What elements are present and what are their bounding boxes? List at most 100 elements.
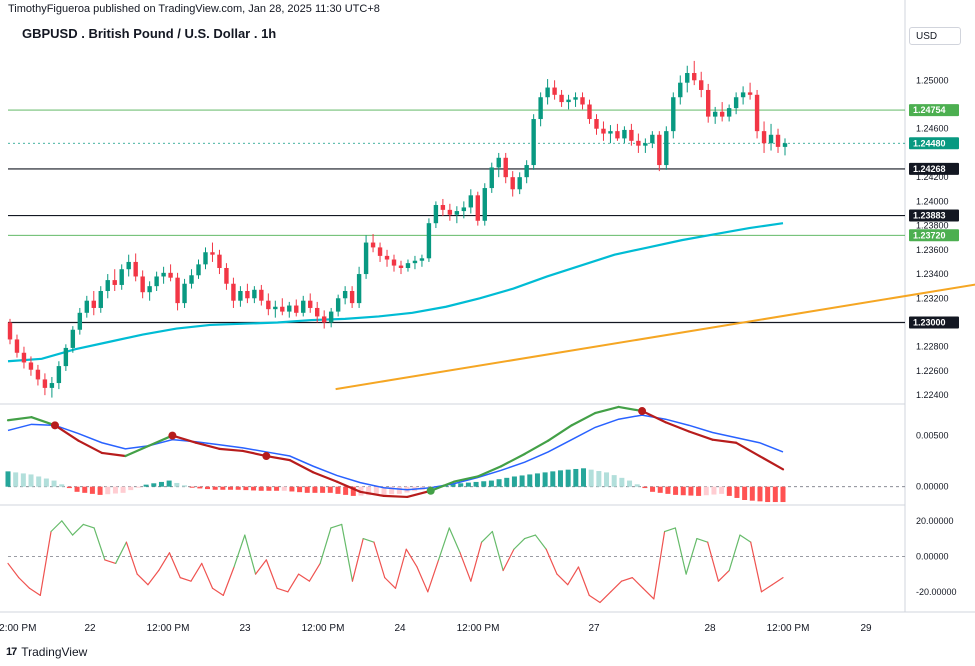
- macd-cross-dot: [638, 407, 647, 416]
- time-tick-label: 12:00 PM: [147, 623, 190, 634]
- macd-line: [147, 434, 174, 447]
- oscillator-line: [287, 573, 300, 593]
- brand-name: TradingView: [21, 645, 88, 659]
- macd-histogram-bar: [327, 486, 333, 493]
- price-tick-label: 1.22800: [916, 342, 949, 352]
- oscillator-line: [470, 541, 483, 582]
- oscillator-line: [276, 587, 289, 593]
- macd-histogram-bar: [665, 486, 671, 494]
- candle-body: [531, 119, 536, 166]
- macd-signal-line: [7, 414, 784, 491]
- candle-body: [740, 92, 746, 98]
- oscillator-line: [663, 527, 676, 533]
- candle-body: [273, 306, 278, 310]
- time-tick-label: 28: [704, 623, 716, 634]
- macd-line: [429, 480, 456, 492]
- candle-body: [433, 205, 439, 224]
- candle-body: [161, 272, 166, 277]
- macd-histogram-bar: [511, 476, 517, 487]
- macd-histogram-bar: [366, 486, 372, 496]
- level-price-badge: [909, 162, 959, 175]
- candle-body: [154, 276, 159, 287]
- macd-histogram-bar: [304, 486, 310, 493]
- macd-histogram-bar: [765, 486, 771, 503]
- time-tick-label: 22: [84, 623, 96, 634]
- macd-histogram-bar: [281, 486, 287, 491]
- macd-histogram-bar: [320, 486, 326, 493]
- price-tick-label: 1.24000: [916, 196, 949, 206]
- oscillator-line: [125, 541, 138, 575]
- oscillator-line: [39, 530, 52, 596]
- oscillator-line: [82, 523, 95, 529]
- oscillator-line: [653, 530, 666, 600]
- candle-body: [308, 300, 313, 308]
- macd-histogram-bar: [105, 486, 111, 495]
- oscillator-line: [265, 559, 278, 589]
- candle-body: [35, 369, 41, 380]
- oscillator-line: [351, 538, 364, 582]
- oscillator-line: [298, 573, 310, 582]
- oscillator-line: [201, 562, 214, 589]
- candle-body: [77, 312, 83, 330]
- time-tick-label: 12:00 PM: [0, 623, 36, 634]
- oscillator-line: [93, 527, 106, 561]
- macd-histogram-bar: [66, 486, 72, 489]
- candle-body: [538, 97, 543, 120]
- macd-line: [523, 439, 550, 456]
- macd-histogram-bar: [711, 486, 717, 495]
- level-price-badge: [909, 209, 959, 222]
- macd-histogram-bar: [680, 486, 686, 496]
- candle-body: [49, 383, 55, 388]
- oscillator-line: [341, 523, 354, 582]
- oscillator-line: [631, 577, 644, 589]
- macd-line: [758, 454, 785, 471]
- macd-line: [288, 459, 315, 474]
- oscillator-line: [674, 527, 687, 575]
- oscillator-line: [567, 566, 580, 586]
- oscillator-line: [620, 577, 633, 582]
- macd-histogram-bar: [557, 470, 563, 487]
- level-price-badge: [909, 104, 959, 117]
- macd-cross-dot: [168, 431, 177, 440]
- macd-line: [711, 438, 738, 444]
- oscillator-line: [394, 548, 407, 589]
- oscillator-line: [491, 530, 504, 572]
- oscillator-line: [211, 587, 224, 596]
- oscillator-tick-label: 0.00000: [916, 551, 949, 561]
- macd-histogram-bar: [573, 468, 579, 487]
- candle-body: [321, 316, 327, 323]
- symbol-title[interactable]: GBPUSD . British Pound / U.S. Dollar . 1…: [22, 26, 277, 41]
- oscillator-line: [384, 577, 397, 589]
- oscillator-line: [168, 552, 181, 579]
- candle-body: [692, 73, 697, 81]
- candle-body: [636, 140, 641, 146]
- price-tick-label: 1.23400: [916, 269, 949, 279]
- candle-body: [754, 94, 760, 132]
- macd-histogram-bar: [604, 472, 610, 487]
- candle-body: [301, 300, 306, 313]
- macd-histogram-bar: [381, 486, 387, 495]
- level-price-label: 1.24480: [913, 138, 946, 148]
- currency-button[interactable]: USD: [909, 27, 961, 45]
- candle-body: [601, 128, 606, 134]
- macd-histogram-bar: [166, 480, 172, 487]
- time-tick-label: 23: [239, 623, 251, 634]
- macd-histogram-bar: [696, 486, 702, 496]
- macd-histogram-bar: [565, 469, 571, 487]
- candle-body: [643, 143, 648, 146]
- candle-body: [342, 291, 348, 299]
- macd-line: [241, 449, 268, 458]
- macd-histogram-bar: [688, 486, 694, 496]
- oscillator-line: [373, 541, 386, 579]
- candle-body: [238, 291, 243, 301]
- price-tick-label: 1.23200: [916, 293, 949, 303]
- macd-histogram-bar: [542, 472, 548, 487]
- macd-line: [570, 411, 597, 427]
- tradingview-brand: 17 TradingView: [6, 645, 87, 659]
- candle-body: [699, 80, 704, 90]
- oscillator-line: [556, 573, 569, 586]
- candle-body: [426, 223, 432, 259]
- price-tick-label: 1.23600: [916, 245, 949, 255]
- macd-histogram-bar: [458, 483, 464, 487]
